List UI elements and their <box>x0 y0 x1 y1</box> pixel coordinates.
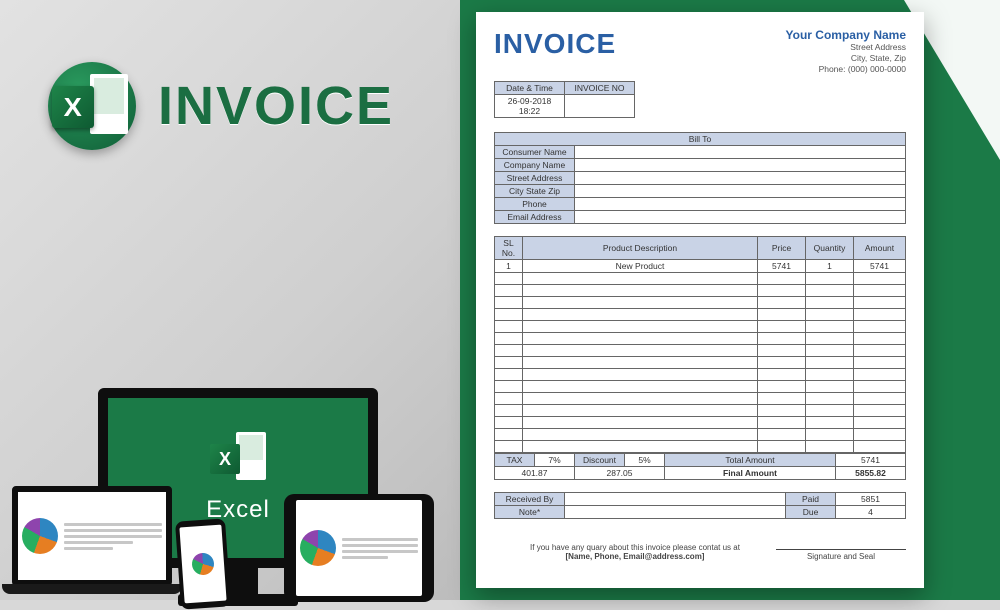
received-by-value <box>565 493 786 506</box>
bill-to-row-label: Email Address <box>495 211 575 224</box>
pie-chart-icon <box>191 552 214 575</box>
final-amount-value: 5855.82 <box>836 467 906 480</box>
invoice-document: INVOICE Your Company Name Street Address… <box>476 12 924 588</box>
received-by-label: Received By <box>495 493 565 506</box>
footer-line1: If you have any quary about this invoice… <box>494 543 776 552</box>
bill-to-row-value <box>575 198 906 211</box>
tax-value: 401.87 <box>495 467 575 480</box>
bill-to-row-label: Phone <box>495 198 575 211</box>
note-label: Note* <box>495 506 565 519</box>
table-row <box>495 405 906 417</box>
date-value: 26-09-2018 18:22 <box>495 95 565 118</box>
table-row <box>495 321 906 333</box>
excel-logo-icon: X <box>48 62 136 150</box>
paid-label: Paid <box>786 493 836 506</box>
tablet-device <box>284 494 434 602</box>
phone-device <box>175 518 231 609</box>
invoice-no-label: INVOICE NO <box>565 82 635 95</box>
table-row <box>495 381 906 393</box>
bill-to-row-value <box>575 185 906 198</box>
table-row <box>495 309 906 321</box>
final-amount-label: Final Amount <box>665 467 836 480</box>
company-block: Your Company Name Street Address City, S… <box>786 28 906 75</box>
devices-cluster: X Excel <box>8 316 458 606</box>
bill-to-header: Bill To <box>495 133 906 146</box>
page-title: INVOICE <box>158 75 394 137</box>
items-col-qty: Quantity <box>806 237 854 260</box>
items-col-amt: Amount <box>854 237 906 260</box>
company-name: Your Company Name <box>786 28 906 42</box>
date-label: Date & Time <box>495 82 565 95</box>
footer-line2: [Name, Phone, Email@address.com] <box>494 552 776 561</box>
paid-value: 5851 <box>836 493 906 506</box>
tax-pct: 7% <box>535 454 575 467</box>
table-row <box>495 285 906 297</box>
discount-value: 287.05 <box>575 467 665 480</box>
bill-to-row-value <box>575 146 906 159</box>
table-row: 1New Product574115741 <box>495 260 906 273</box>
invoice-no-value <box>565 95 635 118</box>
mini-text-lines <box>342 535 418 562</box>
bill-to-row-value <box>575 211 906 224</box>
items-col-desc: Product Description <box>523 237 758 260</box>
left-header: X INVOICE <box>48 62 394 150</box>
payment-table: Received By Paid 5851 Note* Due 4 <box>494 492 906 519</box>
bill-to-row-label: Consumer Name <box>495 146 575 159</box>
items-table: SL No.Product DescriptionPriceQuantityAm… <box>494 236 906 453</box>
table-row <box>495 441 906 453</box>
table-row <box>495 357 906 369</box>
bill-to-row-label: City State Zip <box>495 185 575 198</box>
bill-to-row-label: Company Name <box>495 159 575 172</box>
table-row <box>495 297 906 309</box>
table-row <box>495 417 906 429</box>
pie-chart-icon <box>22 518 58 554</box>
note-value <box>565 506 786 519</box>
table-row <box>495 393 906 405</box>
bill-to-row-value <box>575 159 906 172</box>
company-street: Street Address <box>786 42 906 53</box>
discount-pct: 5% <box>625 454 665 467</box>
items-col-sl: SL No. <box>495 237 523 260</box>
totals-table: TAX 7% Discount 5% Total Amount 5741 401… <box>494 453 906 480</box>
invoice-heading: INVOICE <box>494 28 616 60</box>
table-row <box>495 345 906 357</box>
pie-chart-icon <box>300 530 336 566</box>
company-phone: Phone: (000) 000-0000 <box>786 64 906 75</box>
table-row <box>495 333 906 345</box>
table-row <box>495 429 906 441</box>
tax-label: TAX <box>495 454 535 467</box>
bill-to-row-value <box>575 172 906 185</box>
bill-to-table: Bill To Consumer NameCompany NameStreet … <box>494 132 906 224</box>
due-label: Due <box>786 506 836 519</box>
signature-label: Signature and Seal <box>776 549 906 561</box>
company-city: City, State, Zip <box>786 53 906 64</box>
date-invoice-table: Date & Time INVOICE NO 26-09-2018 18:22 <box>494 81 635 118</box>
bill-to-row-label: Street Address <box>495 172 575 185</box>
mini-text-lines <box>64 520 162 553</box>
excel-icon: X <box>210 432 266 488</box>
total-amount-value: 5741 <box>836 454 906 467</box>
items-col-price: Price <box>758 237 806 260</box>
discount-label: Discount <box>575 454 625 467</box>
laptop-device <box>2 486 182 606</box>
table-row <box>495 369 906 381</box>
total-amount-label: Total Amount <box>665 454 836 467</box>
due-value: 4 <box>836 506 906 519</box>
table-row <box>495 273 906 285</box>
invoice-footer: If you have any quary about this invoice… <box>494 543 906 561</box>
